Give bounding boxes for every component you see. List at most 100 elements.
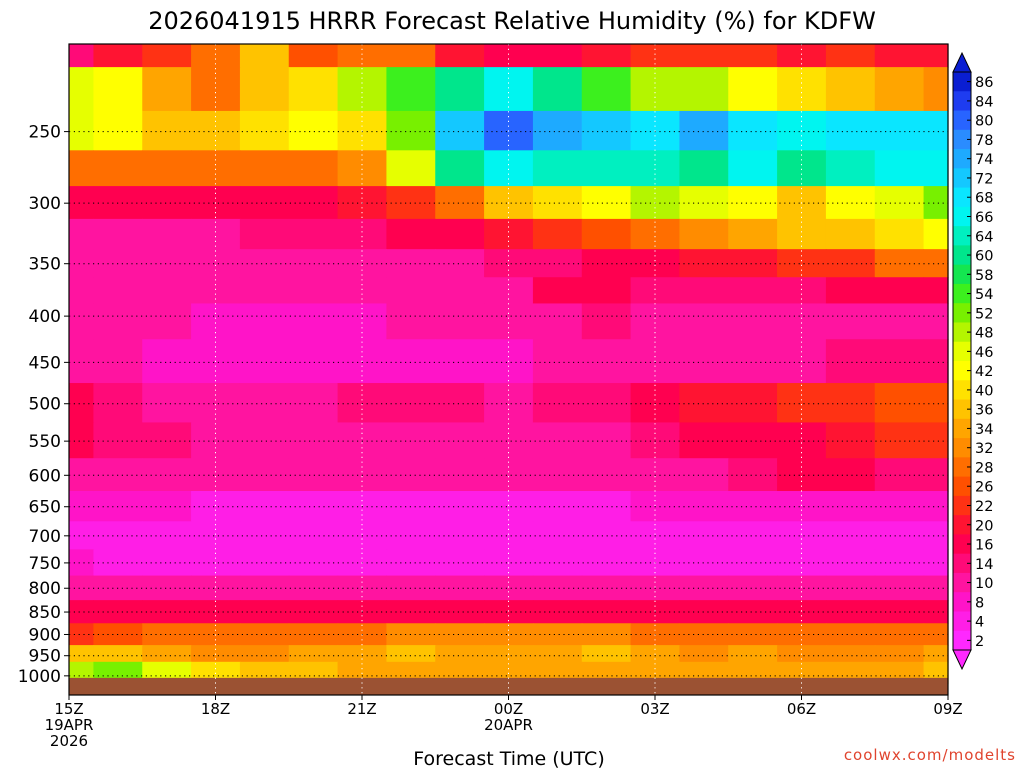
rh-cell bbox=[728, 339, 778, 384]
colorbar-swatch bbox=[953, 572, 971, 593]
rh-cell bbox=[435, 67, 485, 112]
colorbar-label: 10 bbox=[975, 576, 993, 592]
rh-cell bbox=[581, 645, 632, 663]
colorbar-swatch bbox=[953, 341, 971, 362]
rh-cell bbox=[484, 67, 534, 112]
colorbar-label: 64 bbox=[975, 229, 993, 245]
rh-cell bbox=[484, 277, 534, 305]
rh-cell bbox=[923, 150, 949, 187]
rh-cell bbox=[532, 645, 583, 663]
rh-cell bbox=[239, 218, 290, 250]
colorbar-swatch bbox=[953, 515, 971, 535]
rh-cell bbox=[923, 521, 949, 550]
rh-cell bbox=[386, 422, 436, 459]
rh-cell bbox=[532, 110, 583, 151]
rh-cell bbox=[288, 491, 339, 522]
rh-cell bbox=[435, 339, 485, 384]
rh-cell bbox=[728, 150, 778, 187]
rh-cell bbox=[484, 218, 534, 250]
rh-cell bbox=[630, 218, 681, 250]
rh-cell bbox=[825, 44, 876, 68]
rh-cell bbox=[69, 600, 95, 624]
colorbar-label: 8 bbox=[975, 595, 984, 611]
rh-cell bbox=[825, 110, 876, 151]
rh-cell bbox=[581, 623, 632, 646]
rh-cell bbox=[288, 645, 339, 663]
rh-cell bbox=[679, 575, 729, 601]
colorbar-label: 84 bbox=[975, 94, 993, 110]
rh-cell bbox=[386, 186, 436, 220]
rh-cell bbox=[142, 575, 192, 601]
rh-cell bbox=[630, 44, 681, 68]
x-tick-label: 09Z bbox=[933, 700, 962, 718]
rh-cell bbox=[386, 249, 436, 278]
rh-cell bbox=[142, 623, 192, 646]
rh-cell bbox=[728, 422, 778, 459]
rh-cell bbox=[288, 600, 339, 624]
colorbar-bottom-arrow bbox=[952, 649, 972, 671]
rh-cell bbox=[93, 67, 143, 112]
rh-cell bbox=[581, 521, 632, 550]
rh-cell bbox=[337, 67, 388, 112]
colorbar-swatch bbox=[953, 110, 971, 131]
x-tick-label: 06Z bbox=[787, 700, 816, 718]
colorbar-label: 2 bbox=[975, 634, 984, 650]
rh-cell bbox=[386, 67, 436, 112]
rh-cell bbox=[93, 383, 143, 424]
rh-cell bbox=[93, 277, 143, 305]
rh-cell bbox=[435, 383, 485, 424]
y-tick-label: 450 bbox=[29, 353, 61, 373]
rh-cell bbox=[142, 303, 192, 340]
colorbar-swatch bbox=[953, 303, 971, 323]
rh-cell bbox=[142, 549, 192, 577]
colorbar-swatch bbox=[953, 226, 971, 246]
rh-cell bbox=[142, 110, 192, 151]
y-tick-label: 500 bbox=[29, 395, 61, 415]
rh-cell bbox=[93, 303, 143, 340]
rh-cell bbox=[69, 383, 95, 424]
rh-cell bbox=[386, 339, 436, 384]
colorbar-swatch bbox=[953, 380, 971, 400]
rh-cell bbox=[777, 67, 827, 112]
rh-cell bbox=[679, 110, 729, 151]
rh-cell bbox=[679, 549, 729, 577]
rh-cell bbox=[435, 422, 485, 459]
rh-cell bbox=[728, 600, 778, 624]
ground-band bbox=[69, 677, 948, 695]
rh-cell bbox=[825, 67, 876, 112]
rh-cell bbox=[386, 303, 436, 340]
rh-cell bbox=[69, 150, 95, 187]
rh-cell bbox=[386, 549, 436, 577]
rh-cell bbox=[728, 623, 778, 646]
rh-cell bbox=[142, 339, 192, 384]
rh-cell bbox=[825, 521, 876, 550]
rh-cell bbox=[69, 645, 95, 663]
rh-cell bbox=[337, 383, 388, 424]
rh-cell bbox=[484, 422, 534, 459]
rh-cell bbox=[239, 422, 290, 459]
rh-cell bbox=[142, 249, 192, 278]
rh-cell bbox=[142, 186, 192, 220]
rh-cell bbox=[93, 150, 143, 187]
rh-cell bbox=[825, 600, 876, 624]
colorbar-label: 36 bbox=[975, 403, 993, 419]
rh-cell bbox=[386, 491, 436, 522]
colorbar-swatch bbox=[953, 129, 971, 150]
rh-cell bbox=[386, 383, 436, 424]
rh-cell bbox=[581, 218, 632, 250]
rh-cell bbox=[239, 383, 290, 424]
colorbar-label: 60 bbox=[975, 249, 993, 265]
rh-cell bbox=[825, 623, 876, 646]
colorbar-label: 52 bbox=[975, 306, 993, 322]
rh-cell bbox=[142, 422, 192, 459]
rh-cell bbox=[923, 623, 949, 646]
rh-cell bbox=[532, 600, 583, 624]
rh-cell bbox=[386, 623, 436, 646]
colorbar: 8684807874726866646058545248464240363432… bbox=[952, 51, 993, 671]
y-tick-label: 1000 bbox=[18, 667, 61, 687]
colorbar-label: 68 bbox=[975, 191, 993, 207]
rh-cell bbox=[679, 44, 729, 68]
rh-cell bbox=[825, 277, 876, 305]
rh-cell bbox=[69, 110, 95, 151]
rh-cell bbox=[337, 44, 388, 68]
